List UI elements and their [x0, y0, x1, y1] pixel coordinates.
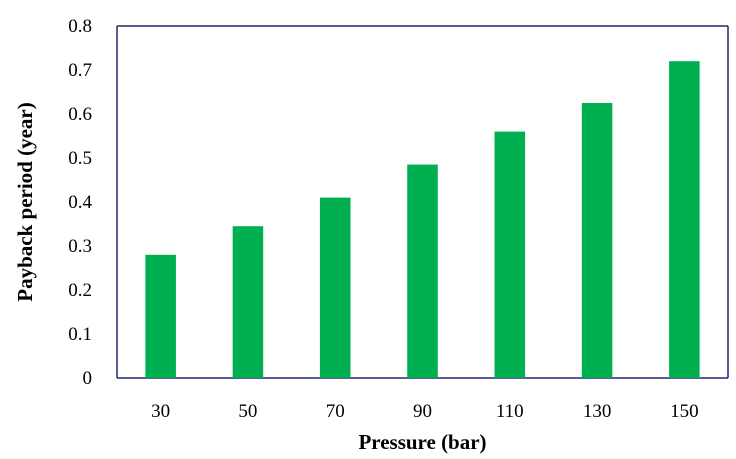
x-tick-label: 30	[151, 401, 170, 422]
x-tick-label: 70	[326, 401, 345, 422]
bar-150	[669, 61, 700, 378]
y-tick-label: 0.2	[68, 280, 92, 301]
y-tick-label: 0.4	[68, 192, 92, 213]
x-tick-label: 50	[238, 401, 257, 422]
bar-110	[494, 131, 526, 378]
x-axis-ticks: 30 50 70 90 110 130 150	[151, 401, 698, 422]
bars-group	[145, 61, 700, 378]
y-tick-label: 0.6	[68, 104, 92, 125]
x-tick-label: 110	[496, 401, 524, 422]
y-tick-label: 0.7	[68, 60, 92, 81]
y-tick-label: 0	[83, 368, 93, 389]
bar-70	[319, 197, 351, 378]
x-tick-label: 90	[413, 401, 432, 422]
y-tick-label: 0.1	[68, 324, 92, 345]
y-tick-label: 0.3	[68, 236, 92, 257]
y-tick-label: 0.8	[68, 16, 92, 37]
bar-50	[232, 226, 264, 378]
x-tick-label: 150	[670, 401, 699, 422]
bar-130	[581, 103, 613, 378]
x-tick-label: 130	[583, 401, 612, 422]
y-axis-title: Payback period (year)	[13, 102, 37, 301]
bar-30	[145, 254, 176, 378]
y-axis-ticks: 0 0.1 0.2 0.3 0.4 0.5 0.6 0.7 0.8	[68, 16, 92, 389]
x-axis-title: Pressure (bar)	[358, 430, 486, 454]
bar-90	[407, 164, 438, 378]
y-tick-label: 0.5	[68, 148, 92, 169]
